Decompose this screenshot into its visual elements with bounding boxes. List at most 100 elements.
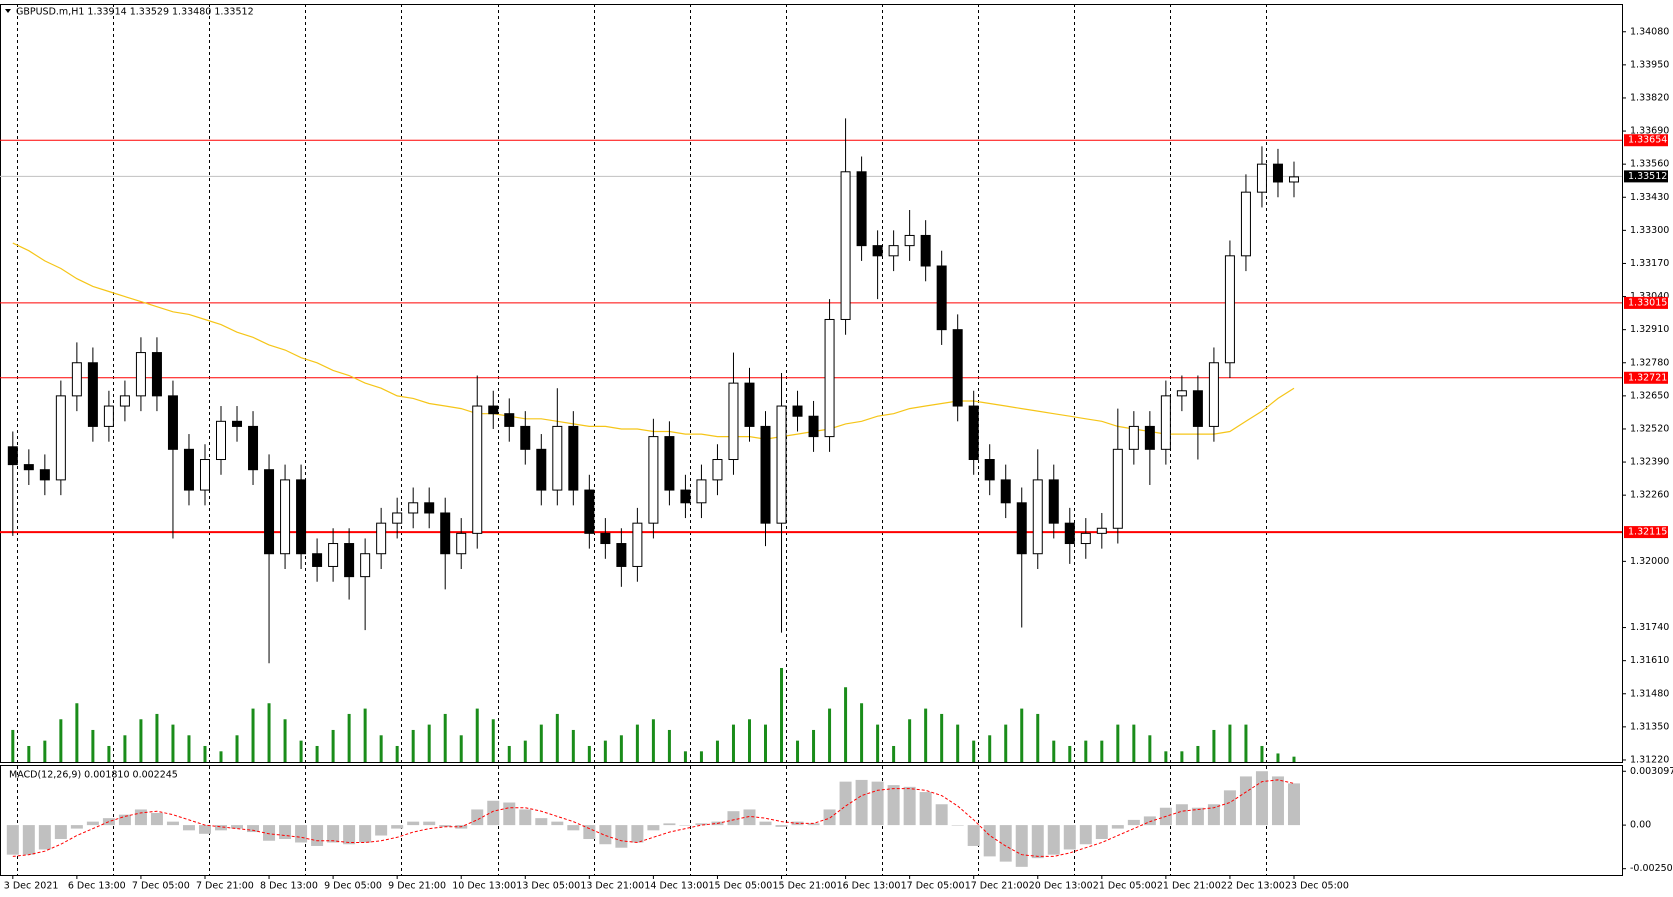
- macd-bar: [615, 825, 628, 848]
- macd-bar: [999, 825, 1012, 862]
- candle-body: [840, 171, 851, 320]
- macd-bar: [951, 825, 964, 826]
- macd-bar: [1255, 771, 1268, 826]
- macd-bar: [903, 786, 916, 826]
- candle-body: [119, 395, 130, 407]
- macd-bar: [775, 825, 788, 827]
- candle-body: [504, 413, 515, 427]
- candle-body: [648, 436, 659, 524]
- macd-bar: [198, 825, 211, 834]
- candle-body: [824, 318, 835, 438]
- macd-bar: [823, 809, 836, 826]
- macd-bar: [182, 825, 195, 831]
- candle-body: [1128, 425, 1139, 450]
- y-tick-label: 1.32780: [1630, 357, 1669, 368]
- macd-bar: [679, 825, 692, 826]
- candle-body: [952, 329, 963, 407]
- x-tick-label: 7 Dec 21:00: [196, 881, 254, 892]
- macd-title: MACD(12,26,9) 0.001810 0.002245: [9, 770, 178, 781]
- macd-bar: [551, 821, 564, 826]
- candle-body: [1016, 502, 1027, 555]
- macd-bar: [102, 818, 115, 826]
- macd-bar: [919, 792, 932, 826]
- macd-bar: [631, 825, 644, 843]
- candle-body: [792, 405, 803, 417]
- candle-body: [296, 479, 307, 555]
- macd-bar: [487, 800, 500, 826]
- candle-body: [1240, 191, 1251, 257]
- macd-bar: [519, 809, 532, 826]
- x-tick-label: 6 Dec 13:00: [68, 881, 126, 892]
- candle-body: [984, 459, 995, 481]
- macd-bar: [647, 825, 660, 831]
- x-tick-label: 13 Dec 21:00: [580, 881, 644, 892]
- candle-body: [568, 425, 579, 491]
- level-label: 1.32115: [1628, 527, 1667, 538]
- macd-bar: [6, 825, 19, 855]
- macd-bar: [759, 821, 772, 826]
- candle-body: [440, 512, 451, 555]
- macd-bar: [471, 809, 484, 826]
- candle-body: [968, 405, 979, 461]
- x-tick-label: 21 Dec 05:00: [1093, 881, 1157, 892]
- y-tick-label: 1.31220: [1630, 754, 1669, 765]
- macd-bar: [231, 825, 244, 829]
- candle-body: [280, 479, 291, 555]
- candle-body: [1112, 448, 1123, 529]
- macd-bar: [311, 825, 324, 846]
- macd-bar: [871, 781, 884, 826]
- candle-body: [696, 479, 707, 504]
- level-label-box: [1624, 371, 1668, 384]
- candle-body: [712, 459, 723, 481]
- candle-body: [1224, 255, 1235, 364]
- candle-body: [167, 395, 178, 450]
- candle-body: [344, 543, 355, 578]
- macd-bar: [1031, 825, 1044, 859]
- candle-body: [680, 489, 691, 504]
- macd-panel-frame: [0, 765, 1623, 876]
- x-tick-label: 9 Dec 05:00: [324, 881, 382, 892]
- candle-body: [584, 489, 595, 534]
- candle-body: [1256, 163, 1267, 193]
- candle-body: [1272, 163, 1283, 183]
- candle-body: [248, 425, 259, 471]
- candle-body: [488, 405, 499, 415]
- y-tick-label: 1.31350: [1630, 721, 1669, 732]
- candle-body: [776, 405, 787, 524]
- y-tick-label: 1.33300: [1630, 225, 1669, 236]
- x-tick-label: 7 Dec 05:00: [132, 881, 190, 892]
- level-label-box: [1624, 526, 1668, 539]
- candle-body: [1080, 532, 1091, 545]
- macd-bar: [247, 825, 260, 833]
- macd-bar: [1223, 790, 1236, 826]
- candle-body: [1192, 390, 1203, 427]
- macd-bar: [1015, 825, 1028, 867]
- menu-arrow[interactable]: [5, 9, 11, 13]
- candle-body: [760, 425, 771, 524]
- macd-bar: [263, 825, 276, 841]
- candle-body: [728, 382, 739, 461]
- macd-signal: [12, 779, 1295, 857]
- macd-bar: [38, 825, 51, 850]
- candle-body: [1144, 425, 1155, 450]
- chart-header: GBPUSD.m,H1 1.33914 1.33529 1.33480 1.33…: [16, 7, 254, 18]
- y-tick-label: 1.31610: [1630, 655, 1669, 666]
- macd-bar: [743, 809, 756, 826]
- candle-body: [536, 448, 547, 491]
- candle-body: [856, 171, 867, 247]
- candle-body: [55, 395, 66, 481]
- y-tick-label: 1.33560: [1630, 159, 1669, 170]
- macd-bar: [1047, 825, 1060, 855]
- y-tick-label: 1.32390: [1630, 457, 1669, 468]
- macd-bar: [407, 821, 420, 826]
- macd-bar: [359, 825, 372, 843]
- candle-body: [328, 543, 339, 567]
- macd-bar: [1191, 807, 1204, 826]
- x-tick-label: 10 Dec 13:00: [452, 881, 516, 892]
- macd-bar: [983, 825, 996, 857]
- candle-body: [744, 382, 755, 427]
- macd-bar: [663, 823, 676, 826]
- macd-bar: [599, 825, 612, 845]
- candle-body: [408, 502, 419, 514]
- x-tick-label: 16 Dec 13:00: [837, 881, 901, 892]
